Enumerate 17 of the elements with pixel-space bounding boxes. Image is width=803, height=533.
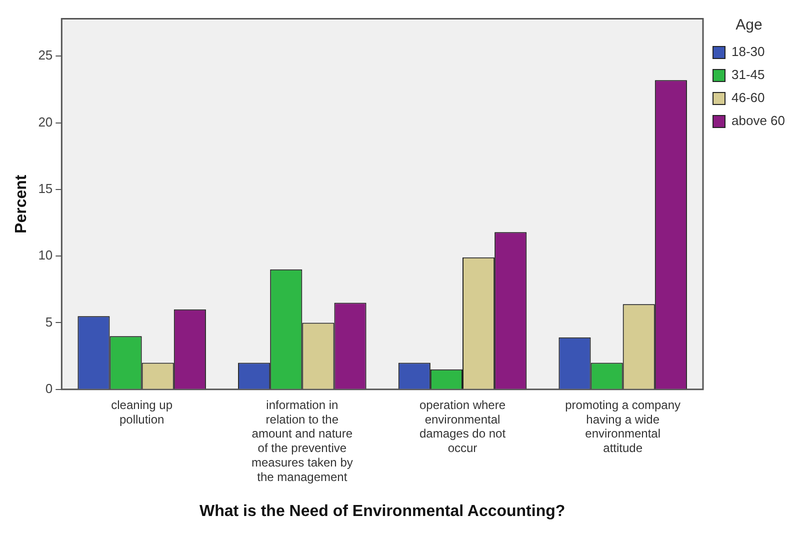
legend-title: Age	[736, 16, 762, 34]
y-tick-label: 15	[38, 181, 53, 196]
y-tick-label: 0	[45, 380, 53, 396]
legend-label: above 60	[732, 113, 786, 128]
legend-label: 46-60	[732, 90, 765, 106]
y-tick-label: 20	[38, 114, 53, 130]
y-tick-label: 10	[38, 248, 53, 263]
y-axis-title: Percent	[13, 174, 30, 234]
legend-label: 31-45	[732, 67, 765, 82]
legend-label: 18-30	[732, 44, 765, 60]
x-axis-title: What is the Need of Environmental Accounting?	[200, 502, 566, 520]
x-tick-label: promoting a company having a wide environmental attitude	[565, 398, 681, 456]
y-tick-label: 25	[38, 48, 53, 63]
x-tick-label: cleaning up pollution	[111, 398, 173, 426]
x-tick-label: information in relation to the amount and nature of the preventive measures taken by the management	[251, 398, 353, 484]
y-tick-label: 5	[45, 314, 53, 330]
x-tick-label: operation where environmental damages do not occur	[419, 398, 506, 456]
